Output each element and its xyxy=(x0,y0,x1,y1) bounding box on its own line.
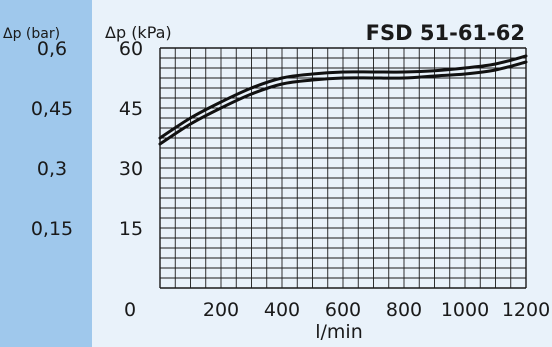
y-tick-label-bar: 0,3 xyxy=(37,158,67,180)
y-tick-label-kpa: 60 xyxy=(119,38,143,60)
series-line-1 xyxy=(158,54,528,140)
chart-title: FSD 51-61-62 xyxy=(366,21,525,45)
tick-labels: 0 200 400 600 800 1000 1200 60 45 30 15 0,6 0,45 0,3 0… xyxy=(31,38,550,321)
y-tick-label-kpa: 45 xyxy=(119,98,143,120)
y-tick-label-bar: 0,45 xyxy=(31,98,73,120)
x-tick-label: 1200 xyxy=(502,299,550,321)
x-tick-label: 1000 xyxy=(441,299,489,321)
grid xyxy=(159,47,527,289)
y-tick-label-bar: 0,6 xyxy=(37,38,67,60)
x-axis-label: l/min xyxy=(315,321,363,343)
y-tick-label-kpa: 30 xyxy=(119,158,143,180)
text-layer: Δp (bar) Δp (kPa) FSD 51-61-62 l/min xyxy=(3,21,525,343)
y-tick-label-bar: 0,15 xyxy=(31,218,73,240)
x-tick-label: 0 xyxy=(124,299,136,321)
bar-axis-band xyxy=(0,0,92,347)
x-tick-label: 200 xyxy=(203,299,239,321)
x-tick-label: 600 xyxy=(325,299,361,321)
x-tick-label: 400 xyxy=(264,299,300,321)
y-axis-label-kpa: Δp (kPa) xyxy=(105,23,172,42)
y-tick-label-kpa: 15 xyxy=(119,218,143,240)
x-tick-label: 800 xyxy=(386,299,422,321)
series-layer xyxy=(158,54,528,146)
series-line-2 xyxy=(158,60,528,146)
y-axis-label-bar: Δp (bar) xyxy=(3,26,60,42)
